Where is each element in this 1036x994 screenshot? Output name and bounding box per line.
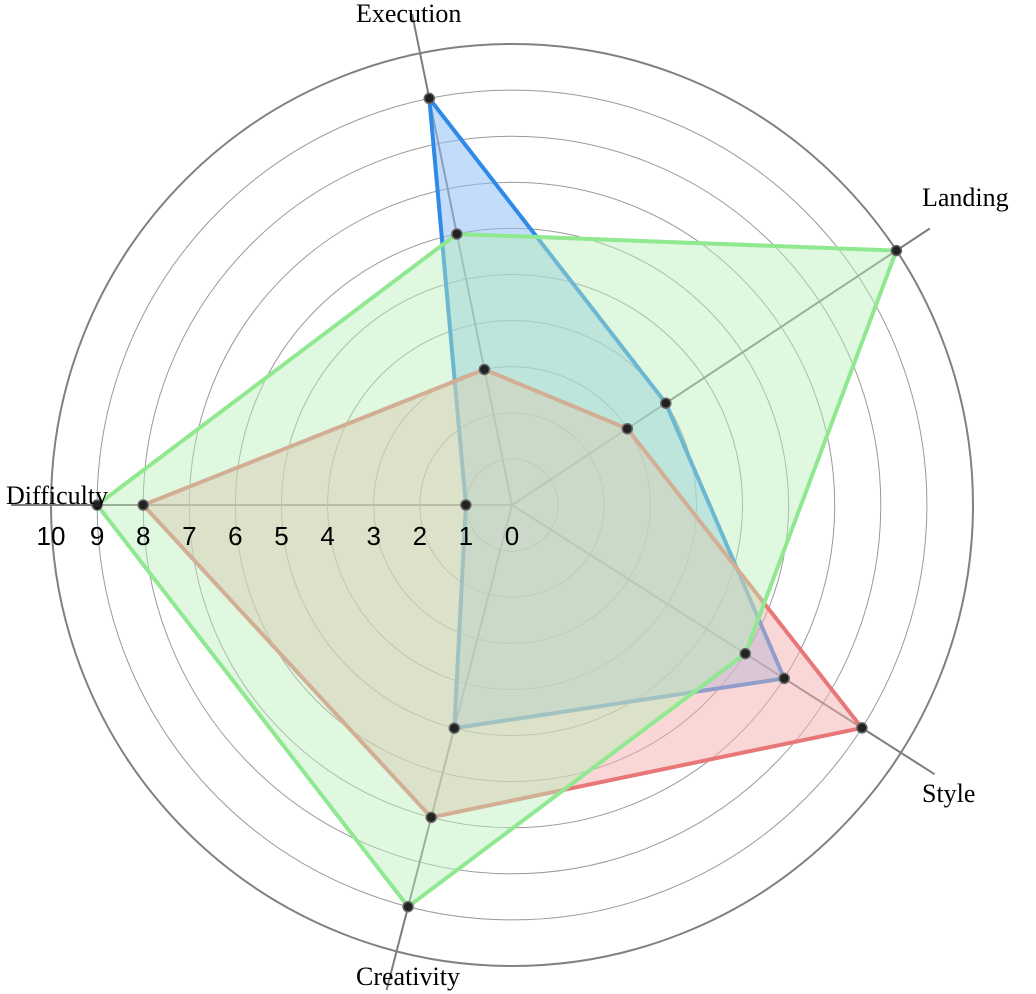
series-2-point-execution [478, 363, 491, 376]
series-3-point-difficulty [91, 499, 103, 511]
radar-axis-labels: Execution Landing Style Creativity Difficult… [6, 0, 1009, 991]
series-3-point-style [739, 647, 752, 660]
series-3-area [94, 231, 900, 910]
axis-label-difficulty: Difficulty [6, 481, 108, 510]
series-2-point-difficulty [137, 499, 149, 511]
series-2-point-landing [621, 422, 634, 435]
series-1-point-execution [423, 92, 436, 105]
axis-label-style: Style [922, 779, 975, 808]
tick-label-2: 2 [413, 521, 427, 551]
series-2-point-style [856, 722, 868, 734]
axis-label-execution: Execution [356, 0, 461, 28]
radar-series [91, 91, 903, 913]
series-3-point-creativity [402, 900, 414, 913]
axis-label-landing: Landing [922, 183, 1009, 212]
tick-label-10: 10 [37, 521, 66, 551]
radar-tick-labels: 10 9 8 7 6 5 4 3 2 1 0 [37, 521, 520, 551]
series-3-point-landing [890, 244, 903, 257]
series-2-area [139, 367, 866, 820]
tick-label-8: 8 [136, 521, 150, 551]
tick-label-9: 9 [90, 521, 104, 551]
tick-label-1: 1 [459, 521, 473, 551]
series-3-point-execution [451, 228, 463, 240]
series-1-point-landing [660, 397, 672, 409]
series-1-point-creativity [448, 722, 461, 734]
series-1-point-style [778, 672, 790, 685]
series-1-point-difficulty [460, 499, 472, 511]
axis-label-creativity: Creativity [356, 962, 460, 991]
tick-label-4: 4 [320, 521, 334, 551]
tick-label-5: 5 [274, 521, 288, 551]
tick-label-3: 3 [366, 521, 380, 551]
series-2-point-creativity [425, 811, 437, 824]
tick-label-0: 0 [505, 521, 519, 551]
tick-label-7: 7 [182, 521, 196, 551]
tick-label-6: 6 [228, 521, 242, 551]
